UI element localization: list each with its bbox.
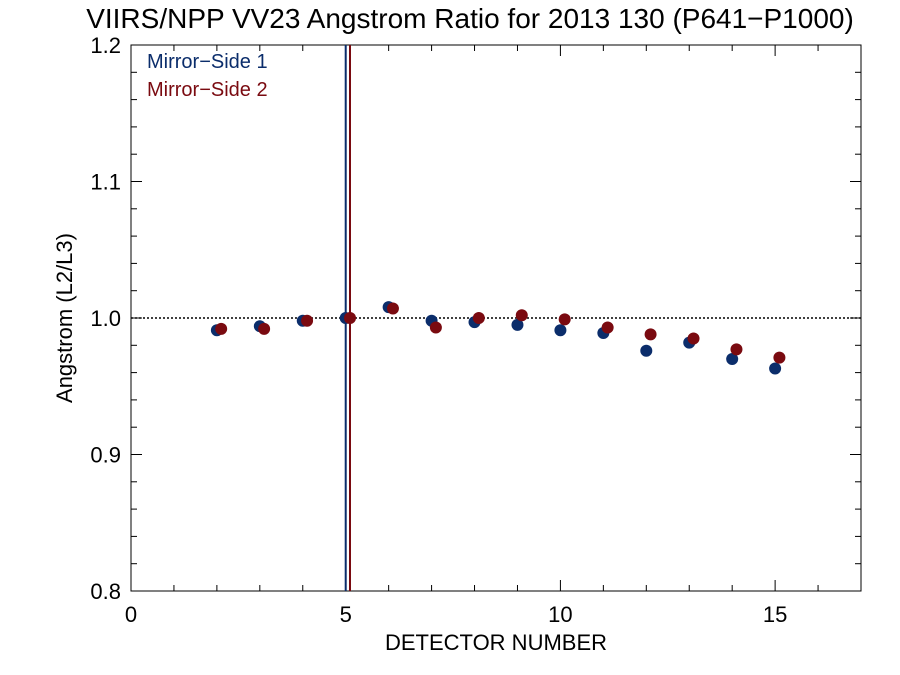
data-point-mirror-side-2 xyxy=(687,332,700,345)
x-tick-label: 5 xyxy=(340,602,352,627)
data-points xyxy=(210,301,786,375)
x-axis-label: DETECTOR NUMBER xyxy=(385,630,607,655)
y-axis-label: Angstrom (L2/L3) xyxy=(52,233,77,403)
data-point-mirror-side-2 xyxy=(258,322,271,335)
y-tick-label: 1.2 xyxy=(90,33,121,58)
data-point-mirror-side-2 xyxy=(301,314,314,327)
data-point-mirror-side-2 xyxy=(344,312,356,324)
data-point-mirror-side-2 xyxy=(601,321,614,334)
data-point-mirror-side-2 xyxy=(472,312,485,324)
y-tick-label: 1.0 xyxy=(90,306,121,331)
y-tick-label: 0.9 xyxy=(90,443,121,468)
data-point-mirror-side-2 xyxy=(773,351,786,364)
data-point-mirror-side-2 xyxy=(644,328,657,341)
x-tick-label: 0 xyxy=(125,602,137,627)
data-point-mirror-side-1 xyxy=(554,324,567,337)
data-point-mirror-side-1 xyxy=(640,344,653,357)
legend-entry-mirror-side-2: Mirror−Side 2 xyxy=(147,79,268,101)
data-point-mirror-side-2 xyxy=(730,343,743,356)
data-point-mirror-side-1 xyxy=(726,352,739,365)
data-point-mirror-side-1 xyxy=(769,362,782,375)
data-point-mirror-side-2 xyxy=(515,309,528,322)
data-point-mirror-side-1 xyxy=(511,318,524,331)
y-tick-label: 1.1 xyxy=(90,170,121,195)
data-point-mirror-side-2 xyxy=(215,322,228,335)
data-point-mirror-side-2 xyxy=(429,321,442,334)
y-tick-label: 0.8 xyxy=(90,579,121,604)
data-point-mirror-side-2 xyxy=(386,302,399,315)
legend-entry-mirror-side-1: Mirror−Side 1 xyxy=(147,51,268,73)
chart-title: VIIRS/NPP VV23 Angstrom Ratio for 2013 1… xyxy=(86,3,854,34)
x-tick-label: 15 xyxy=(763,602,787,627)
tick-labels: 0 5 10 15 0.8 0.9 1.0 1.1 1.2 xyxy=(90,33,787,627)
data-point-mirror-side-2 xyxy=(558,313,571,326)
x-tick-label: 10 xyxy=(548,602,572,627)
